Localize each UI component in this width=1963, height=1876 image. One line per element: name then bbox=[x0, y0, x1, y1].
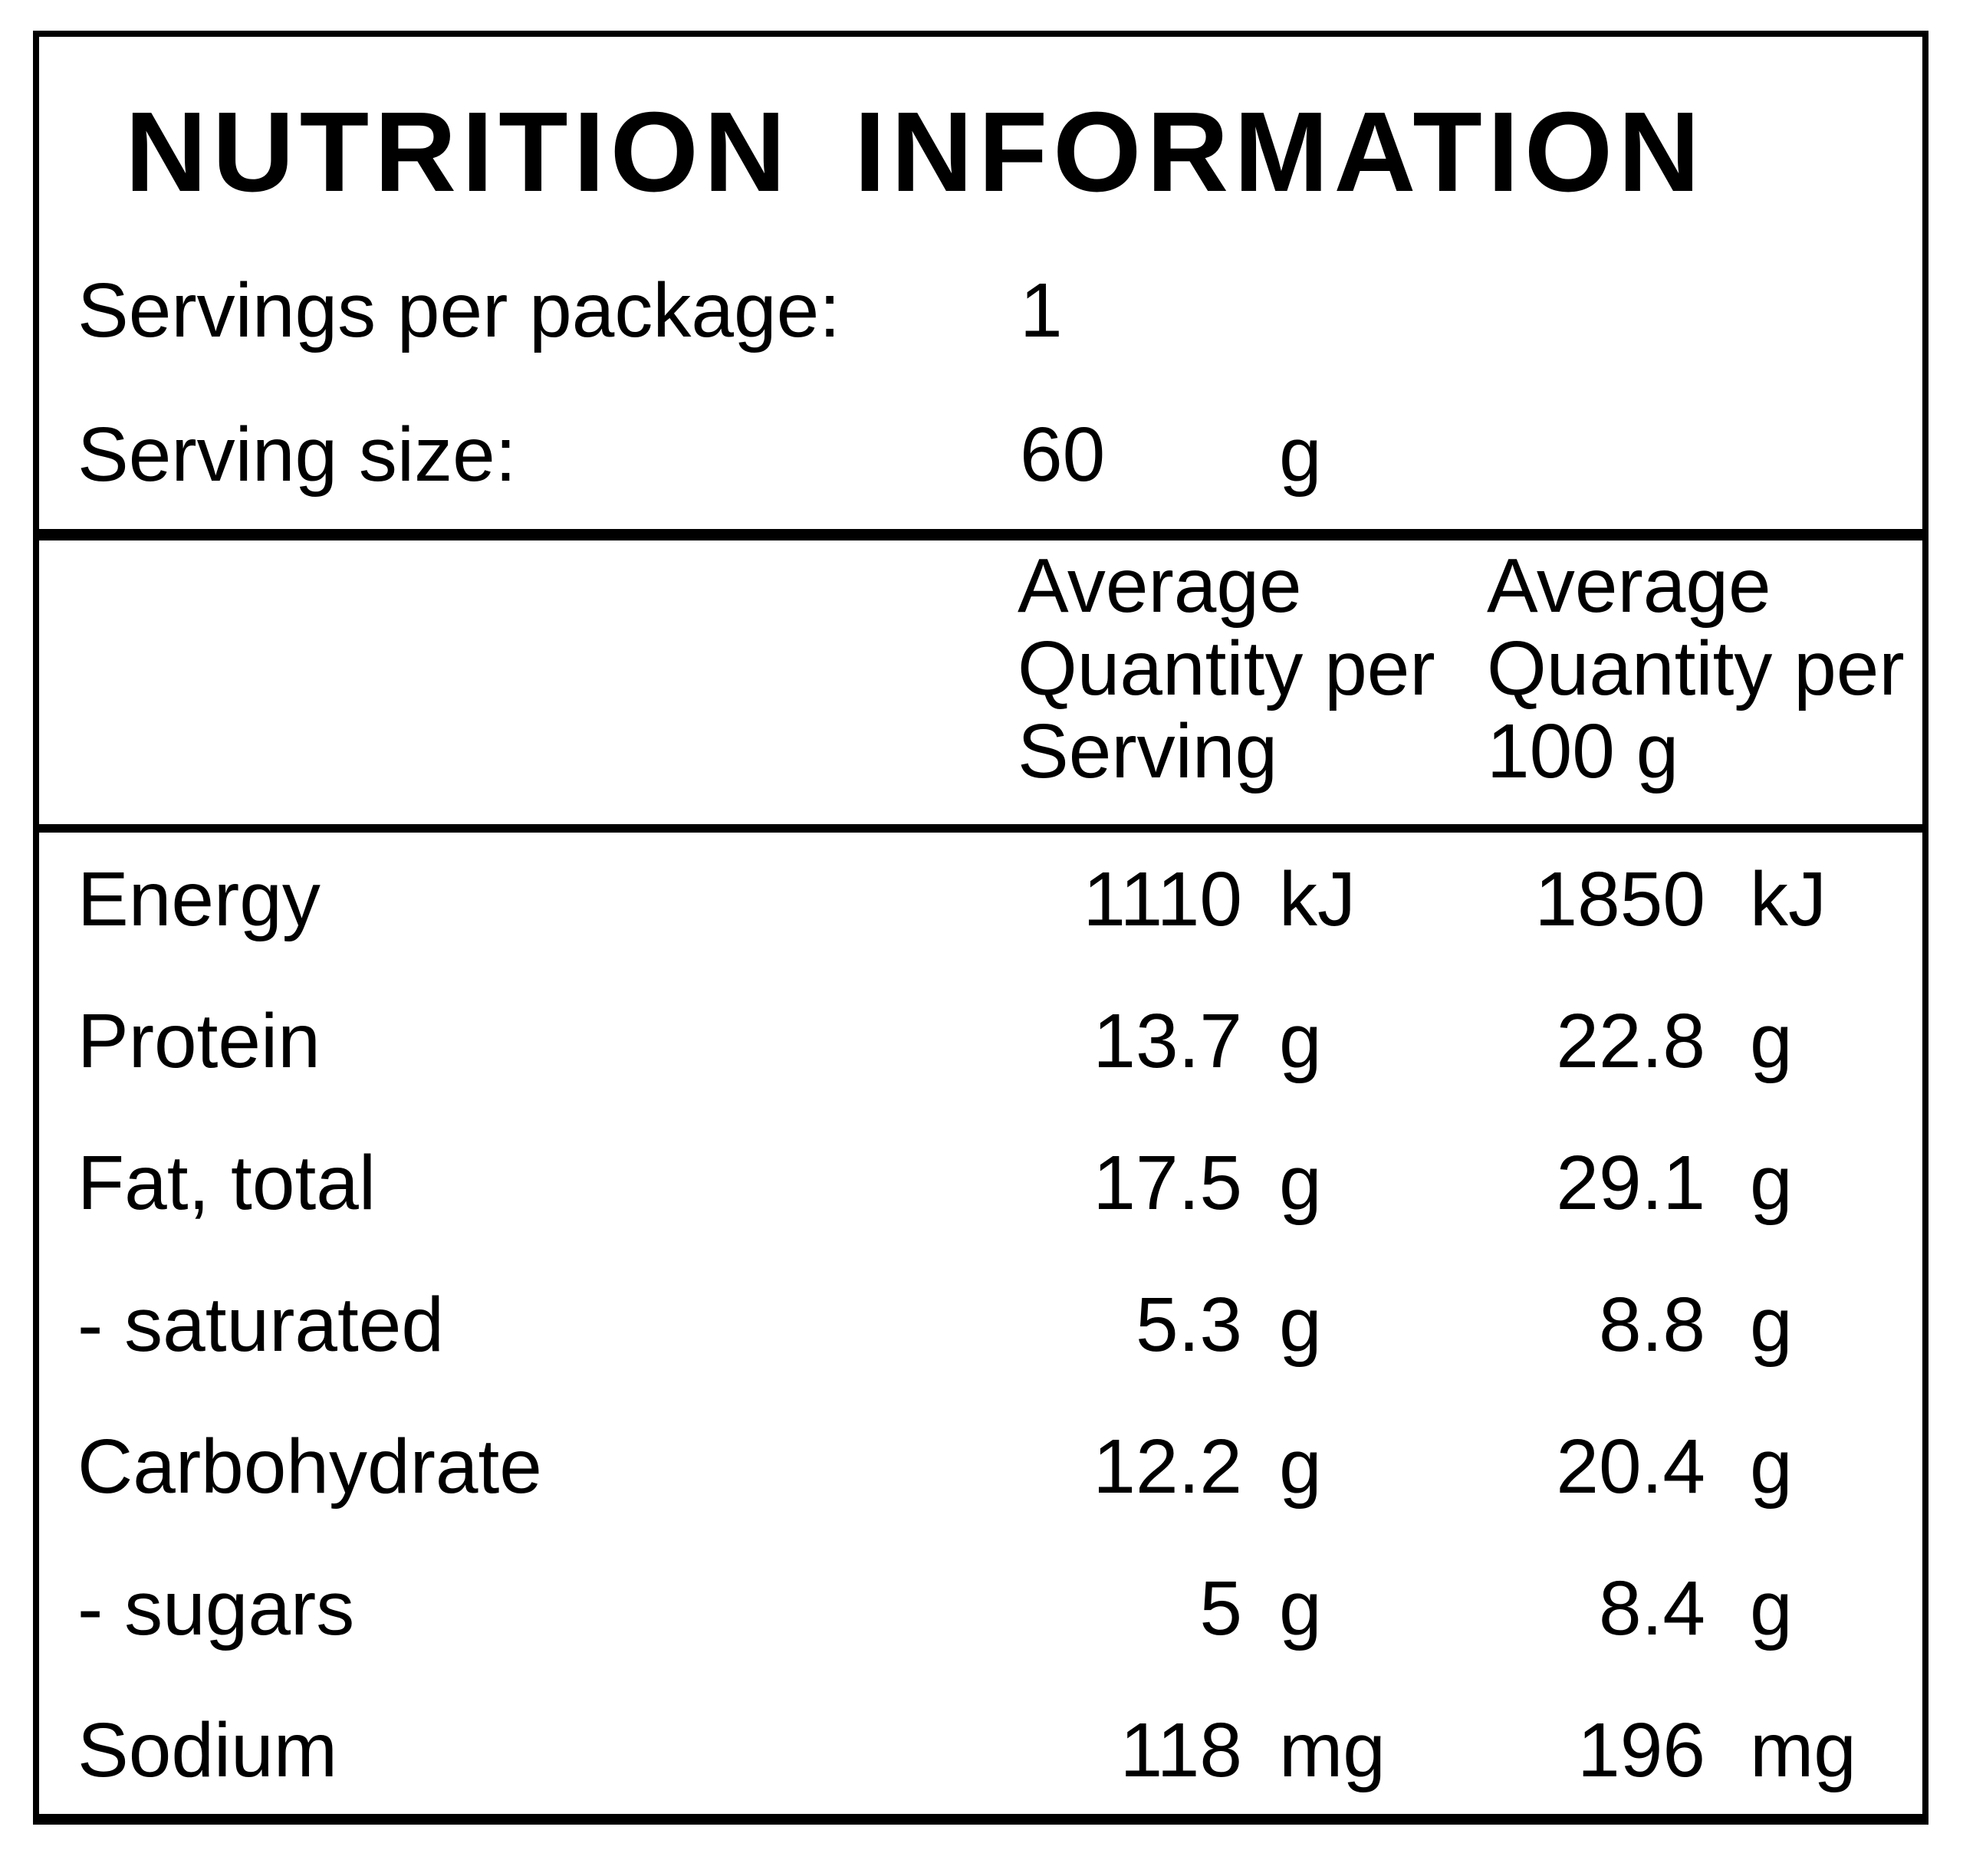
nutrition-label-panel: NUTRITION INFORMATION Servings per packa… bbox=[33, 31, 1928, 1825]
nutrition-label-title: NUTRITION INFORMATION bbox=[125, 89, 1705, 215]
per-100g-unit: g bbox=[1750, 998, 1793, 1084]
per-serving-value: 118 bbox=[1120, 1707, 1242, 1793]
nutrient-name: Carbohydrate bbox=[77, 1424, 542, 1510]
per-100g-unit: g bbox=[1750, 1140, 1793, 1226]
servings-per-package-row: Servings per package: 1 bbox=[39, 267, 1922, 355]
nutrient-name: Fat, total bbox=[77, 1140, 376, 1226]
per-serving-unit: g bbox=[1279, 1282, 1322, 1368]
per-100g-value: 20.4 bbox=[1556, 1424, 1705, 1510]
per-100g-value: 22.8 bbox=[1556, 998, 1705, 1084]
per-serving-value: 12.2 bbox=[1093, 1424, 1242, 1510]
per-100g-value: 8.4 bbox=[1598, 1566, 1705, 1651]
servings-per-package-label: Servings per package: bbox=[77, 268, 841, 353]
per-serving-unit: kJ bbox=[1279, 856, 1356, 942]
nutrient-name: - sugars bbox=[77, 1566, 355, 1651]
per-serving-value: 5 bbox=[1199, 1566, 1242, 1651]
per-serving-unit: mg bbox=[1279, 1707, 1386, 1793]
per-serving-value: 1110 bbox=[1083, 856, 1242, 942]
column-header-per-serving: Average Quantity per Serving bbox=[1018, 543, 1435, 794]
per-serving-unit: g bbox=[1279, 1140, 1322, 1226]
nutrient-name: Sodium bbox=[77, 1707, 338, 1793]
serving-size-row: Serving size: 60 g bbox=[39, 411, 1922, 499]
table-row-sodium: Sodium 118 mg 196 mg bbox=[39, 1707, 1922, 1795]
per-serving-unit: g bbox=[1279, 1566, 1322, 1651]
per-serving-value: 5.3 bbox=[1135, 1282, 1242, 1368]
table-row-carbohydrate: Carbohydrate 12.2 g 20.4 g bbox=[39, 1423, 1922, 1511]
per-100g-value: 8.8 bbox=[1598, 1282, 1705, 1368]
nutrient-name: - saturated bbox=[77, 1282, 445, 1368]
table-header-row: Average Quantity per Serving Average Qua… bbox=[39, 544, 1922, 793]
table-row-energy: Energy 1110 kJ 1850 kJ bbox=[39, 856, 1922, 944]
per-100g-value: 196 bbox=[1577, 1707, 1705, 1793]
per-serving-unit: g bbox=[1279, 1424, 1322, 1510]
per-serving-unit: g bbox=[1279, 998, 1322, 1084]
per-100g-unit: g bbox=[1750, 1282, 1793, 1368]
serving-size-value: 60 bbox=[1020, 412, 1106, 498]
per-100g-value: 29.1 bbox=[1556, 1140, 1705, 1226]
table-row-protein: Protein 13.7 g 22.8 g bbox=[39, 997, 1922, 1086]
per-serving-value: 13.7 bbox=[1093, 998, 1242, 1084]
per-100g-unit: g bbox=[1750, 1424, 1793, 1510]
column-header-per-100g: Average Quantity per 100 g bbox=[1487, 543, 1905, 794]
serving-size-unit: g bbox=[1279, 412, 1322, 498]
nutrient-name: Energy bbox=[77, 856, 321, 942]
table-row-saturated: - saturated 5.3 g 8.8 g bbox=[39, 1281, 1922, 1369]
per-100g-unit: mg bbox=[1750, 1707, 1856, 1793]
serving-section-divider bbox=[33, 529, 1928, 540]
per-100g-unit: kJ bbox=[1750, 856, 1827, 942]
nutrient-name: Protein bbox=[77, 998, 321, 1084]
serving-size-label: Serving size: bbox=[77, 412, 517, 498]
per-100g-value: 1850 bbox=[1534, 856, 1705, 942]
table-row-fat-total: Fat, total 17.5 g 29.1 g bbox=[39, 1139, 1922, 1227]
per-serving-value: 17.5 bbox=[1093, 1140, 1242, 1226]
per-100g-unit: g bbox=[1750, 1566, 1793, 1651]
servings-per-package-value: 1 bbox=[1020, 268, 1063, 353]
table-row-sugars: - sugars 5 g 8.4 g bbox=[39, 1565, 1922, 1653]
header-divider bbox=[33, 824, 1928, 833]
